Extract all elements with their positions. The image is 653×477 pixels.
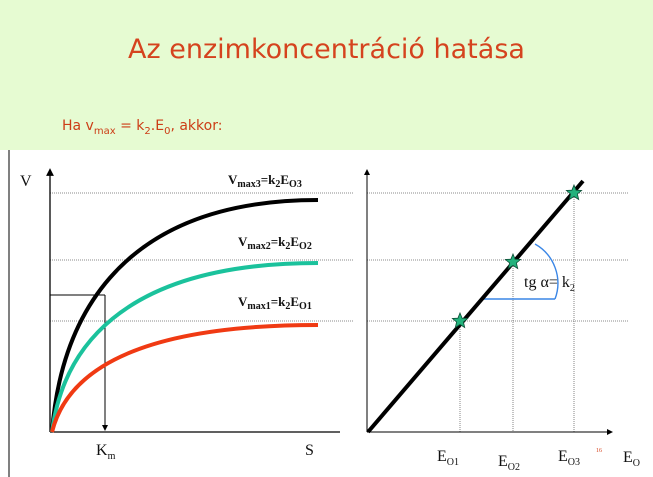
right-x-label: EO [623, 449, 640, 469]
label-vmax3: Vmax3=k2EO3 [228, 172, 302, 190]
slope-label: tg α= k2 [524, 274, 575, 294]
proportional-line [366, 179, 585, 434]
slide-title: Az enzimkoncentráció hatása [128, 34, 525, 65]
label-vmax2: Vmax2=k2EO2 [238, 234, 312, 252]
left-x-label: S [305, 442, 314, 459]
tick-eo1: EO1 [437, 448, 459, 468]
curve-vmax2 [50, 261, 319, 433]
left-y-label: V [20, 173, 32, 190]
label-vmax1: Vmax1=k2EO1 [238, 294, 312, 312]
km-label: Km [96, 442, 116, 462]
page-number: 16 [596, 448, 602, 454]
point-eo3 [565, 183, 583, 201]
right-plot: tg α= k2 EO1 EO2 EO3 16 EO [364, 169, 640, 473]
curve-vmax1 [50, 323, 319, 433]
point-eo1 [451, 311, 469, 329]
slide-header [0, 0, 653, 150]
tick-eo2: EO2 [498, 453, 520, 473]
slide-subtitle: Ha vmax = k2.E0, akkor: [62, 118, 223, 137]
curve-vmax3 [50, 198, 319, 433]
point-eo2 [504, 252, 522, 270]
angle-arc [534, 243, 559, 300]
left-plot: V S Km Vmax3=k2EO3 Vmax2=k2EO2 Vmax1=k2E… [20, 168, 353, 462]
tick-eo3: EO3 [558, 448, 580, 468]
